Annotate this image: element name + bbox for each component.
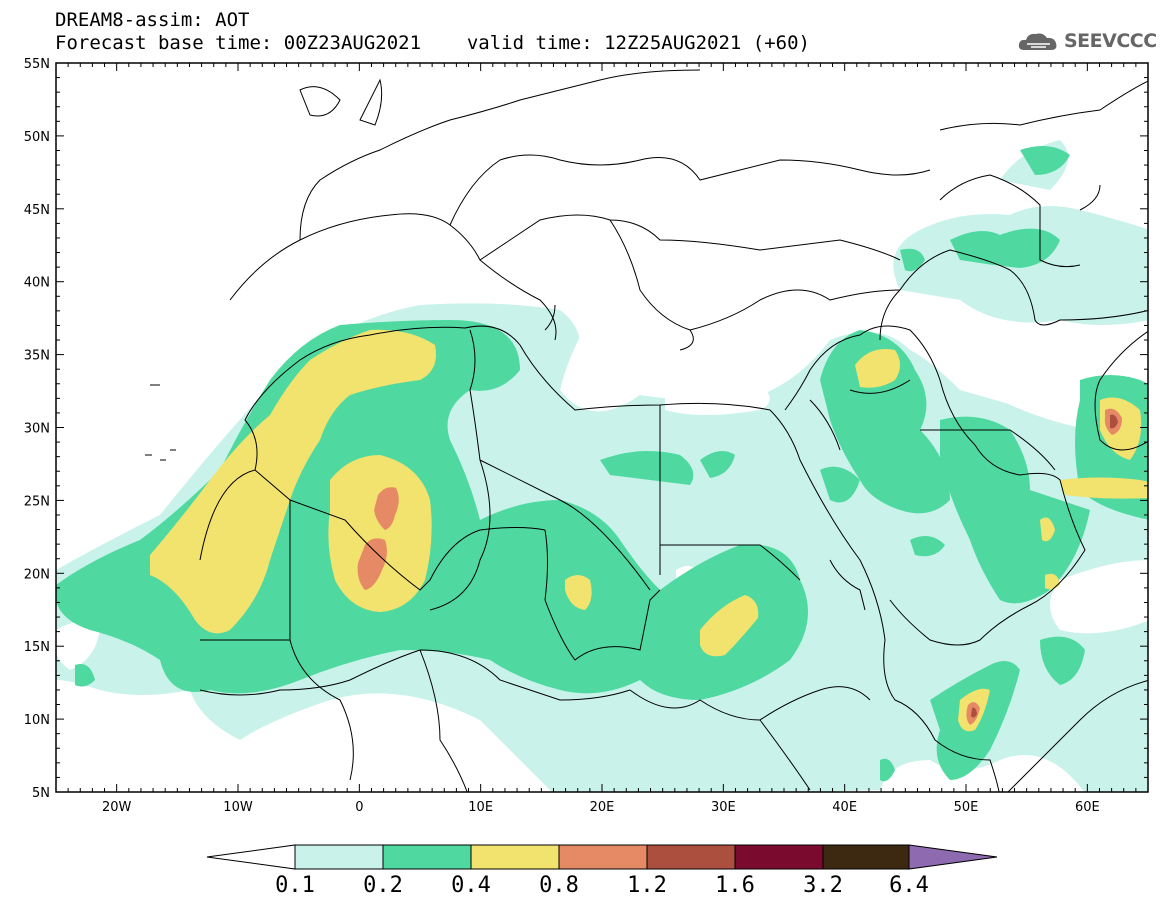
colorbar-bin-5 [646,844,736,870]
map-title: DREAM8-assim: AOT [55,9,250,31]
valid-time: valid time: 12Z25AUG2021 (+60) [466,32,810,54]
colorbar-bin-2 [382,844,472,870]
latitude-label: 40N [24,276,50,291]
logo-text: SEEVCCC [1064,30,1157,52]
latitude-label: 45N [24,203,50,218]
longitude-label: 20E [590,800,615,815]
colorbar-bin-7 [822,844,910,870]
latitude-label: 35N [24,349,50,364]
colorbar-label: 1.2 [627,873,667,898]
longitude-label: 60E [1075,800,1100,815]
colorbar-label: 0.8 [539,873,579,898]
colorbar-label: 6.4 [889,873,929,898]
colorbar-high-arrow [908,844,998,870]
aot-1.2-contour [971,414,1118,718]
colorbar-label: 0.1 [275,873,315,898]
latitude-label: 50N [24,130,50,145]
longitude-label: 40E [832,800,857,815]
political-boundaries [145,69,1148,792]
aot-field [56,69,1148,792]
longitude-label: 50E [954,800,979,815]
cloud-icon [1018,33,1057,50]
axis-ticks [55,62,1149,793]
colorbar-label: 1.6 [715,873,755,898]
colorbar-bin-6 [734,844,824,870]
base-time: Forecast base time: 00Z23AUG2021 [55,32,422,54]
longitude-label: 10W [223,800,253,815]
longitude-label: 0 [355,800,363,815]
latitude-label: 25N [24,494,50,509]
colorbar: 0.1 0.2 0.4 0.8 1.2 1.6 3.2 6.4 [206,844,998,898]
latitude-label: 10N [24,713,50,728]
latitude-label: 15N [24,640,50,655]
seevccc-logo [1018,33,1057,50]
colorbar-bin-4 [558,844,648,870]
longitude-label: 30E [711,800,736,815]
colorbar-bin-1 [294,844,384,870]
colorbar-label: 0.2 [363,873,403,898]
colorbar-label: 0.4 [451,873,491,898]
time-info: Forecast base time: 00Z23AUG2021 valid t… [55,33,810,53]
latitude-labels: 55N 50N 45N 40N 35N 30N 25N 20N 15N 10N 5N [24,57,50,801]
longitude-labels: 20W 10W 0 10E 20E 30E 40E 50E 60E [102,800,1100,815]
latitude-label: 20N [24,567,50,582]
colorbar-bin-3 [470,844,560,870]
longitude-label: 20W [102,800,132,815]
longitude-label: 10E [468,800,493,815]
latitude-label: 5N [32,786,50,801]
colorbar-label: 3.2 [803,873,843,898]
latitude-label: 30N [24,422,50,437]
aot-below-0.1 [56,320,1148,670]
aot-0.4-contour [150,329,1148,732]
colorbar-low-arrow [206,844,296,870]
latitude-label: 55N [24,57,50,72]
